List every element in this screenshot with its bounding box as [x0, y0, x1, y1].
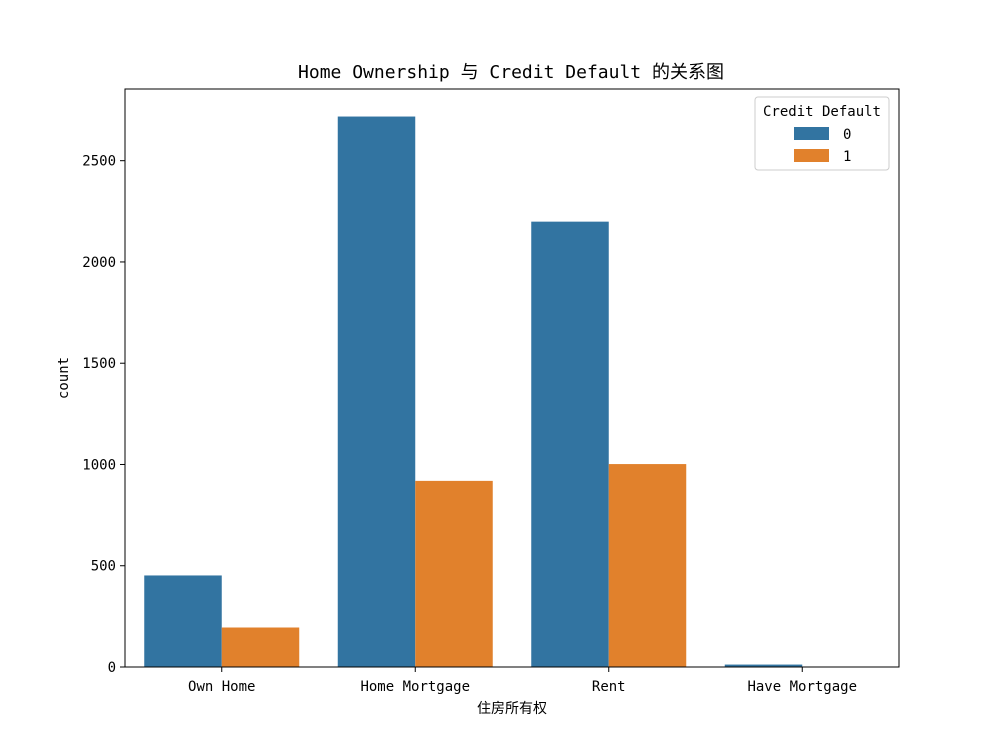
legend-swatch-0 — [794, 127, 829, 140]
chart-title: Home Ownership 与 Credit Default 的关系图 — [298, 62, 724, 83]
legend-swatch-1 — [794, 149, 829, 162]
bar-have-mortgage-series-0 — [724, 664, 803, 667]
y-axis-label: count — [56, 357, 72, 399]
x-tick-label-have-mortgage: Have Mortgage — [747, 679, 857, 695]
bar-rent-series-1 — [608, 464, 687, 667]
bar-own-home-series-0 — [144, 575, 222, 667]
legend-label-0: 0 — [843, 127, 851, 143]
bar-own-home-series-1 — [221, 627, 300, 667]
legend: Credit Default 01 — [754, 96, 890, 171]
legend-title: Credit Default — [763, 104, 881, 120]
bar-home-mortgage-series-1 — [415, 480, 493, 667]
bar-rent-series-0 — [531, 221, 609, 667]
x-tick-label-rent: Rent — [592, 679, 626, 695]
y-tick-label: 2500 — [82, 154, 116, 170]
y-tick-label: 500 — [91, 559, 116, 575]
x-axis-label: 住房所有权 — [477, 701, 547, 717]
bars-layer — [144, 116, 880, 668]
y-tick-label: 0 — [108, 660, 116, 676]
y-tick-label: 1500 — [82, 356, 116, 372]
x-tick-label-home-mortgage: Home Mortgage — [360, 679, 470, 695]
legend-label-1: 1 — [843, 149, 851, 165]
bar-home-mortgage-series-0 — [337, 116, 416, 668]
y-tick-label: 2000 — [82, 255, 116, 271]
plot-frame — [124, 88, 900, 668]
axes-layer: 0 500 1000 1500 2000 2500 Own Home Home Mortgag… — [82, 154, 857, 695]
legend-items: 01 — [794, 127, 851, 165]
x-tick-label-own-home: Own Home — [188, 679, 255, 695]
y-tick-label: 1000 — [82, 457, 116, 473]
